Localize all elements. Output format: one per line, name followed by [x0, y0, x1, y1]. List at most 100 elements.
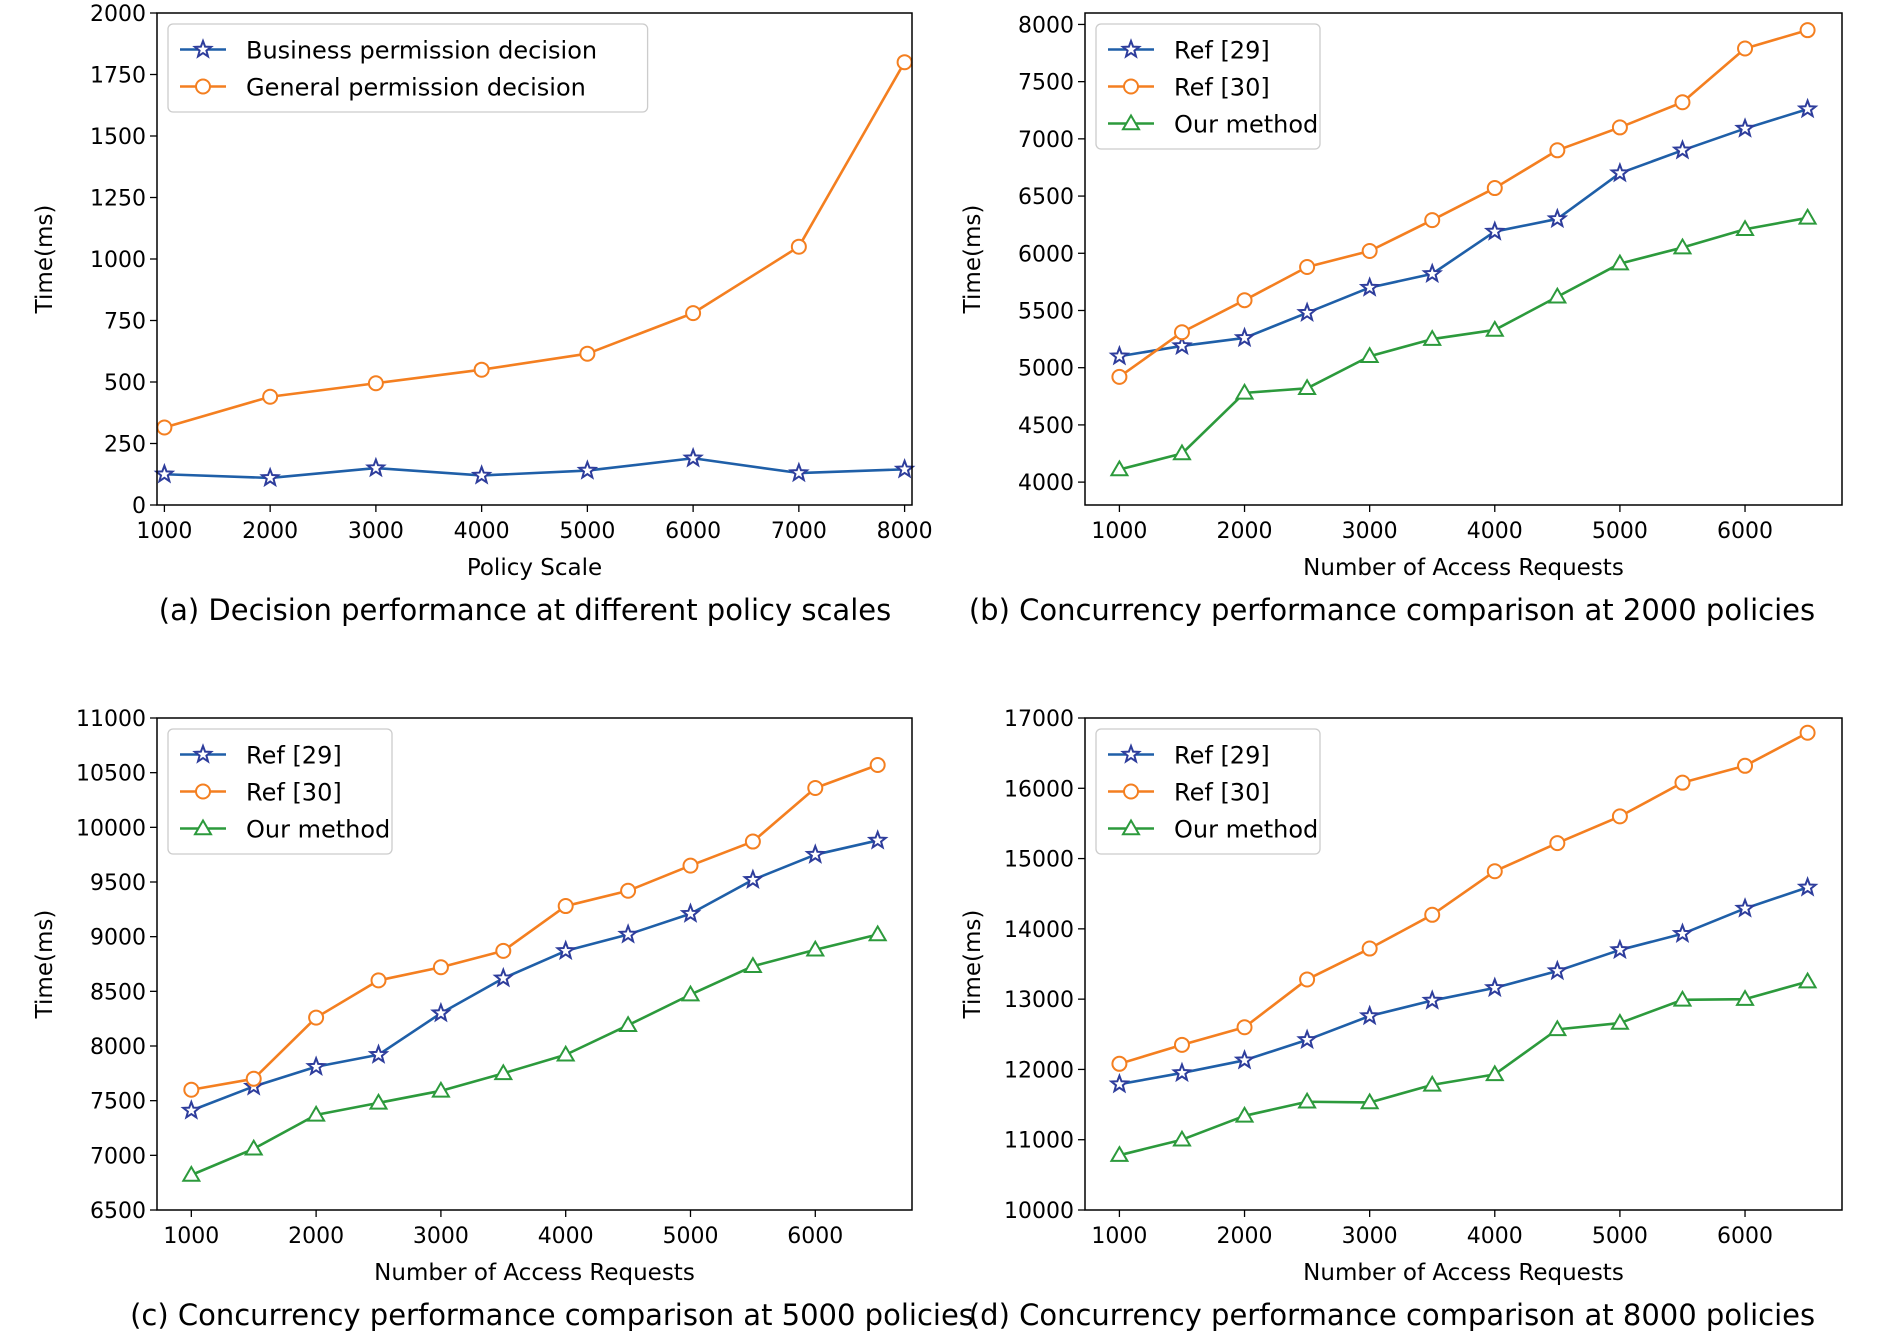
data-point: [1485, 319, 1505, 337]
y-axis-label: Time(ms): [960, 205, 986, 315]
y-tick-label: 6500: [90, 1199, 146, 1224]
y-tick-label: 7500: [1018, 71, 1074, 96]
data-point: [367, 1043, 390, 1064]
y-tick-label: 5000: [1018, 357, 1074, 382]
x-tick-label: 1000: [1091, 1224, 1147, 1249]
y-tick-label: 7500: [90, 1090, 146, 1115]
series-line: [190, 933, 878, 1177]
series-ref-29-: [1108, 876, 1819, 1094]
y-tick-label: 1500: [90, 125, 146, 150]
series-our-method: [1109, 971, 1818, 1162]
chart-panel-a: 1000 2000 3000 4000 5000 6000 7000 8000 0 250 500 7…: [32, 2, 933, 627]
y-tick-label: 12000: [1004, 1058, 1074, 1083]
series-ref-29-: [180, 829, 889, 1120]
legend-marker: [1123, 783, 1139, 800]
data-point: [554, 939, 577, 961]
series-ref-30-: [183, 757, 886, 1098]
x-tick-label: 2000: [1217, 519, 1273, 544]
series-line: [1119, 731, 1809, 1066]
y-tick-label: 10000: [1004, 1199, 1074, 1224]
y-tick-label: 14000: [1004, 918, 1074, 943]
data-point: [262, 388, 279, 405]
y-tick-label: 16000: [1004, 777, 1074, 802]
y-axis-label: Time(ms): [32, 205, 58, 315]
data-point: [153, 462, 176, 484]
x-tick-label: 2000: [242, 519, 298, 544]
data-point: [495, 942, 512, 959]
data-point: [1611, 808, 1628, 825]
chart-panel-d: 1000 2000 3000 4000 5000 6000 10000 11000 12000 1…: [960, 707, 1843, 1332]
legend-marker: [192, 743, 214, 764]
x-tick-label: 5000: [559, 519, 615, 544]
data-point: [1358, 1004, 1381, 1026]
x-axis-label: Number of Access Requests: [1303, 555, 1624, 581]
x-tick-label: 4000: [1467, 1224, 1523, 1249]
x-tick-label: 3000: [348, 519, 404, 544]
data-point: [1111, 1055, 1128, 1072]
data-point: [1109, 459, 1130, 477]
data-point: [1361, 940, 1378, 957]
data-point: [1422, 329, 1442, 346]
data-point: [1421, 989, 1444, 1010]
y-tick-label: 750: [104, 310, 146, 335]
data-point: [1671, 922, 1694, 943]
data-point: [804, 843, 827, 864]
data-point: [259, 466, 281, 488]
data-point: [1734, 117, 1756, 138]
series-business-permission-decision: [153, 446, 916, 488]
y-tick-label: 6000: [1018, 242, 1074, 267]
data-point: [1299, 259, 1316, 276]
legend-marker: [195, 78, 211, 95]
data-point: [306, 1104, 326, 1122]
data-point: [1799, 22, 1816, 39]
data-point: [1424, 906, 1441, 923]
data-point: [1486, 863, 1503, 880]
x-tick-label: 5000: [1592, 519, 1648, 544]
series-ref-30-: [1111, 22, 1816, 385]
x-tick-label: 3000: [413, 1224, 469, 1249]
data-point: [1358, 276, 1381, 297]
data-point: [245, 1070, 262, 1087]
series-line: [164, 61, 906, 429]
data-point: [1485, 1064, 1505, 1082]
chart-caption: (d) Concurrency performance comparison a…: [969, 1298, 1815, 1332]
legend-box: [167, 728, 393, 855]
data-point: [1547, 286, 1568, 304]
data-point: [1171, 334, 1193, 356]
data-point: [430, 1001, 452, 1023]
data-point: [557, 898, 574, 915]
data-point: [682, 446, 704, 468]
series-our-method: [1109, 207, 1818, 477]
y-tick-label: 10500: [76, 762, 146, 787]
data-point: [492, 966, 515, 988]
data-point: [1674, 94, 1691, 111]
data-point: [1173, 324, 1190, 341]
data-point: [1361, 242, 1378, 259]
data-point: [1672, 237, 1693, 255]
legend-box: [167, 23, 649, 113]
legend-marker: [192, 38, 214, 59]
series-our-method: [181, 924, 888, 1182]
legend-label: Business permission decision: [246, 37, 597, 65]
data-point: [617, 923, 639, 944]
y-tick-label: 11000: [76, 707, 146, 732]
legend-label: Our method: [1174, 816, 1318, 844]
data-point: [1483, 220, 1506, 241]
data-point: [1236, 292, 1253, 309]
y-tick-label: 7000: [90, 1144, 146, 1169]
data-point: [1672, 989, 1693, 1007]
x-tick-label: 4000: [454, 519, 510, 544]
data-point: [790, 238, 807, 255]
data-point: [183, 1081, 200, 1098]
legend-marker: [195, 783, 211, 800]
data-point: [1173, 1036, 1190, 1053]
y-tick-label: 500: [104, 371, 146, 396]
legend-box: [1095, 23, 1321, 150]
legend: Business permission decision General perm…: [167, 23, 649, 113]
y-tick-label: 17000: [1004, 707, 1074, 732]
data-point: [1483, 976, 1506, 998]
data-point: [493, 1063, 514, 1081]
data-point: [620, 882, 637, 899]
data-point: [1547, 1019, 1568, 1037]
legend-label: Ref [29]: [1174, 37, 1270, 65]
